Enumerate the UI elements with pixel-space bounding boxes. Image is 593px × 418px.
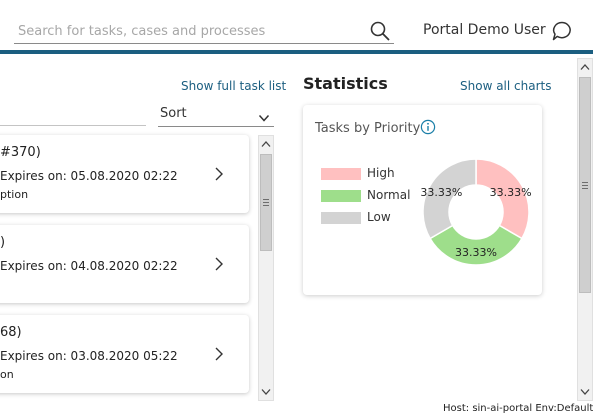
donut-slice-low[interactable]: [422, 158, 477, 240]
legend-label: Low: [367, 210, 391, 224]
scroll-down-icon[interactable]: [580, 388, 590, 396]
task-description: ption: [0, 188, 29, 201]
user-name[interactable]: Portal Demo User: [423, 22, 546, 38]
task-title: ): [0, 235, 6, 250]
header-accent-bar: [0, 50, 593, 54]
scroll-down-icon[interactable]: [261, 388, 271, 396]
chevron-right-icon[interactable]: [213, 166, 225, 182]
task-title: #370): [0, 145, 41, 160]
chart-card: Tasks by Priority High Normal Low 33.33%…: [303, 105, 542, 295]
task-description: on: [0, 368, 14, 381]
search-input[interactable]: [18, 21, 358, 41]
page-scroll-thumb[interactable]: [579, 77, 591, 293]
donut-slice-high[interactable]: [475, 158, 530, 240]
task-filter-input[interactable]: [0, 125, 146, 126]
task-expiry: Expires on: 04.08.2020 02:22: [0, 259, 178, 273]
donut-slice-normal[interactable]: [429, 224, 523, 266]
donut-slice-label: 33.33%: [420, 186, 462, 199]
donut-slice-label: 33.33%: [490, 186, 532, 199]
info-icon[interactable]: [420, 119, 436, 135]
chevron-right-icon[interactable]: [213, 256, 225, 272]
chevron-down-icon: [258, 114, 270, 122]
task-list-scrollbar[interactable]: [258, 135, 274, 401]
search-icon[interactable]: [369, 20, 391, 42]
legend-swatch: [321, 212, 361, 224]
donut-slice-label: 33.33%: [455, 246, 497, 259]
host-info: Host: sin-ai-portal Env:Default: [443, 403, 593, 414]
task-card[interactable]: #370) Expires on: 05.08.2020 02:22 ption: [0, 135, 249, 213]
legend-label: Normal: [367, 188, 411, 202]
legend-swatch: [321, 190, 361, 202]
chat-icon[interactable]: [551, 20, 573, 42]
scroll-up-icon[interactable]: [261, 140, 271, 148]
legend-label: High: [367, 166, 395, 180]
task-expiry: Expires on: 05.08.2020 02:22: [0, 169, 178, 183]
sort-label: Sort: [160, 106, 187, 121]
task-card[interactable]: ) Expires on: 04.08.2020 02:22: [0, 225, 249, 303]
sort-dropdown[interactable]: Sort: [158, 106, 274, 127]
chevron-right-icon[interactable]: [213, 346, 225, 362]
task-expiry: Expires on: 03.08.2020 05:22: [0, 349, 178, 363]
priority-donut-chart: 33.33% 33.33% 33.33%: [420, 158, 532, 266]
scroll-up-icon[interactable]: [580, 63, 590, 71]
task-card[interactable]: 68) Expires on: 03.08.2020 05:22 on: [0, 315, 249, 393]
page-scrollbar[interactable]: [577, 58, 593, 401]
legend-swatch: [321, 168, 361, 180]
task-list-scroll-thumb[interactable]: [260, 154, 272, 251]
show-full-task-list-link[interactable]: Show full task list: [181, 79, 287, 93]
chart-title: Tasks by Priority: [315, 121, 421, 136]
search-box: [14, 17, 394, 44]
task-title: 68): [0, 325, 22, 340]
header: Portal Demo User: [0, 0, 593, 54]
show-all-charts-link[interactable]: Show all charts: [460, 79, 552, 93]
statistics-title: Statistics: [303, 74, 388, 93]
